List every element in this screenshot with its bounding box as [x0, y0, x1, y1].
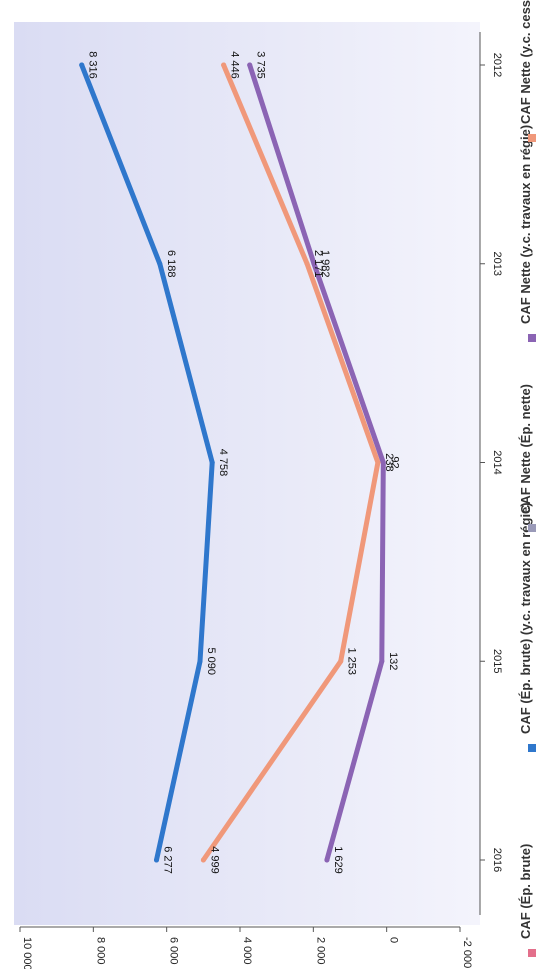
- data-label-caf-nette-y-c-travaux-en-r-gie-2012: 3 735: [255, 51, 267, 79]
- data-point-caf-nette-y-c-travaux-en-r-gie-2016: [324, 857, 330, 863]
- data-point-caf-p-brute-y-c-travaux-en-r-gie-2013: [157, 261, 163, 267]
- plot-area: [14, 22, 480, 925]
- legend: CAF (Ép. brute) CAF (Ép. brute) (y.c. tra…: [518, 0, 536, 957]
- legend-item-caf-nette-p-nette: CAF Nette (Ép. nette): [518, 384, 536, 532]
- value-tick-label-2-000: 2 000: [314, 937, 326, 965]
- data-point-caf-nette-y-c-travaux-en-r-gie-2014: [380, 460, 386, 465]
- data-point-caf-nette-y-c-cessions-2015: [338, 658, 344, 664]
- legend-label: CAF Nette (y.c. cessions): [518, 0, 533, 124]
- legend-item-caf-nette-y-c-cessions: CAF Nette (y.c. cessions): [518, 0, 536, 142]
- plot-background: [14, 22, 480, 925]
- data-labels: 4 446 2 171 238 1 253 4 999 3 735 1 982 92 132 1 …: [87, 51, 401, 874]
- data-point-caf-nette-y-c-cessions-2012: [221, 62, 227, 68]
- data-label-caf-nette-y-c-travaux-en-r-gie-2015: 132: [387, 652, 399, 670]
- data-point-caf-p-brute-y-c-travaux-en-r-gie-2015: [197, 658, 203, 664]
- data-point-caf-nette-y-c-travaux-en-r-gie-2012: [247, 62, 253, 68]
- data-label-caf-p-brute-y-c-travaux-en-r-gie-2012: 8 316: [87, 51, 99, 79]
- data-label-caf-nette-y-c-cessions-2016: 4 999: [208, 846, 220, 874]
- data-point-caf-p-brute-y-c-travaux-en-r-gie-2012: [79, 62, 85, 68]
- data-point-caf-nette-y-c-cessions-2014: [375, 460, 381, 465]
- data-point-caf-nette-y-c-cessions-2016: [200, 857, 206, 863]
- category-label-2014: 2014: [491, 450, 503, 474]
- value-tick-label-4-000: 4 000: [241, 937, 253, 965]
- legend-swatch: [528, 134, 536, 142]
- legend-item-caf-p-brute-y-c-travaux-en-r-gie: CAF (Ép. brute) (y.c. travaux en régie): [518, 502, 536, 752]
- data-label-caf-nette-y-c-cessions-2014: 238: [383, 453, 395, 471]
- category-label-2012: 2012: [491, 53, 503, 77]
- data-point-caf-p-brute-y-c-travaux-en-r-gie-2016: [154, 857, 160, 863]
- data-label-caf-nette-y-c-cessions-2013: 2 171: [312, 250, 324, 278]
- series-lines: [79, 62, 386, 863]
- legend-swatch: [528, 524, 536, 532]
- data-label-caf-nette-y-c-travaux-en-r-gie-2014: 92: [388, 456, 400, 468]
- legend-label: CAF Nette (y.c. travaux en régie): [518, 125, 533, 324]
- data-point-caf-nette-y-c-cessions-2013: [304, 261, 310, 267]
- legend-swatch: [528, 744, 536, 752]
- data-point-caf-nette-y-c-travaux-en-r-gie-2013: [311, 261, 317, 267]
- value-tick-label-8-000: 8 000: [94, 937, 106, 965]
- data-label-caf-nette-y-c-cessions-2012: 4 446: [229, 51, 241, 79]
- data-label-caf-p-brute-y-c-travaux-en-r-gie-2014: 4 758: [217, 449, 229, 477]
- data-point-caf-nette-y-c-travaux-en-r-gie-2015: [379, 658, 385, 664]
- value-tick-label-2-000: -2 000: [461, 937, 473, 968]
- category-label-2013: 2013: [491, 252, 503, 276]
- legend-label: CAF (Ép. brute) (y.c. travaux en régie): [518, 502, 533, 734]
- data-label-caf-nette-y-c-travaux-en-r-gie-2016: 1 629: [332, 846, 344, 874]
- data-label-caf-nette-y-c-travaux-en-r-gie-2013: 1 982: [319, 250, 331, 278]
- data-label-caf-p-brute-y-c-travaux-en-r-gie-2016: 6 277: [162, 846, 174, 874]
- legend-label: CAF Nette (Ép. nette): [518, 384, 533, 514]
- value-tick-label-6-000: 6 000: [168, 937, 180, 965]
- value-tick-label-0: 0: [388, 937, 400, 943]
- legend-swatch: [528, 334, 536, 342]
- legend-label: CAF (Ép. brute): [518, 844, 533, 939]
- legend-swatch: [528, 949, 536, 957]
- axes: -2 000 0 2 000 4 000 6 000 8 000 10 000 2012 201…: [19, 32, 503, 969]
- data-label-caf-p-brute-y-c-travaux-en-r-gie-2013: 6 188: [165, 250, 177, 278]
- legend-item-caf-p-brute: CAF (Ép. brute): [518, 844, 536, 957]
- data-point-caf-p-brute-y-c-travaux-en-r-gie-2014: [209, 460, 215, 465]
- data-label-caf-nette-y-c-cessions-2015: 1 253: [346, 647, 358, 675]
- category-label-2015: 2015: [491, 649, 503, 673]
- category-label-2016: 2016: [491, 848, 503, 872]
- legend-item-caf-nette-y-c-travaux-en-r-gie: CAF Nette (y.c. travaux en régie): [518, 125, 536, 342]
- value-tick-label-10-000: 10 000: [21, 937, 33, 969]
- data-label-caf-p-brute-y-c-travaux-en-r-gie-2015: 5 090: [205, 647, 217, 675]
